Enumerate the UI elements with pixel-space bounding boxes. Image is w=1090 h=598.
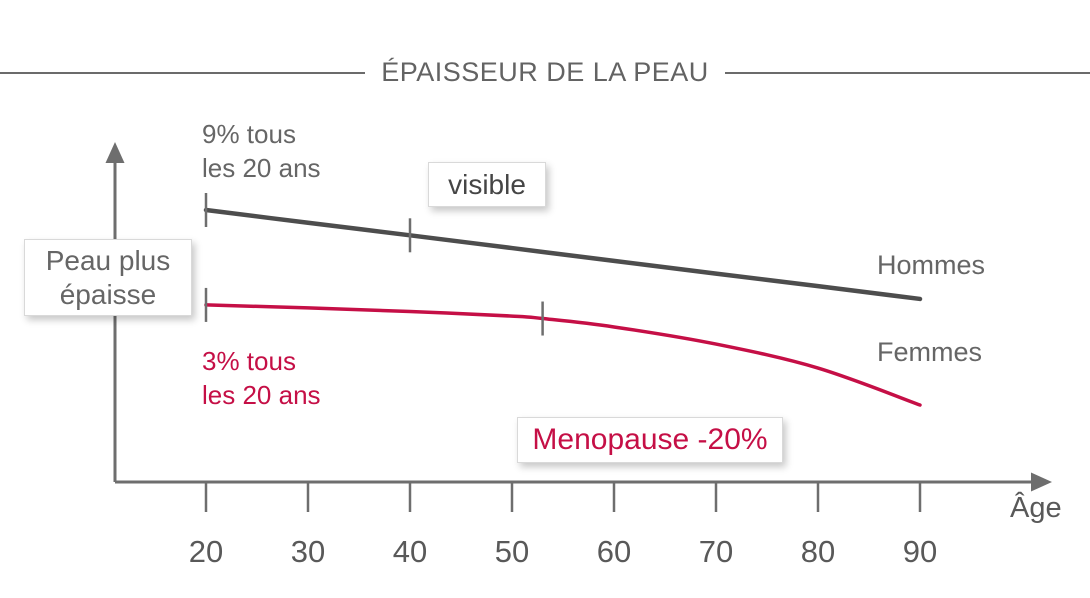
series-label-hommes: Hommes [877, 250, 986, 280]
x-tick-label: 80 [801, 534, 835, 569]
women-rate-line1: 3% tous [202, 346, 296, 376]
men-rate-line1: 9% tous [202, 119, 296, 149]
thicker-skin-callout-box: Peau plus épaisse [24, 239, 192, 316]
x-tick-label: 60 [597, 534, 631, 569]
x-axis-label: Âge [1010, 492, 1062, 524]
y-axis-arrow-icon [105, 142, 125, 163]
menopause-callout-text: Menopause -20% [532, 423, 768, 456]
chart-title: ÉPAISSEUR DE LA PEAU [381, 57, 709, 87]
x-tick-label: 50 [495, 534, 529, 569]
title-rule-right [724, 71, 1090, 74]
women-rate-line2: les 20 ans [202, 380, 321, 410]
series-line-hommes [203, 207, 923, 302]
x-axis-arrow-icon [1031, 472, 1052, 492]
visible-callout-text: visible [448, 168, 526, 200]
x-tick-label: 70 [699, 534, 733, 569]
chart-title-row: ÉPAISSEUR DE LA PEAU [0, 57, 1090, 88]
men-rate-annotation: 9% tous les 20 ans [202, 117, 321, 185]
x-tick-label: 30 [291, 534, 325, 569]
x-tick-label: 40 [393, 534, 427, 569]
men-rate-line2: les 20 ans [202, 153, 321, 183]
series-label-femmes: Femmes [877, 337, 983, 367]
menopause-callout-box: Menopause -20% [517, 417, 783, 463]
title-rule-left [0, 71, 366, 74]
x-tick-label: 90 [903, 534, 937, 569]
thicker-skin-line2: épaisse [59, 278, 157, 310]
x-tick-label: 20 [189, 534, 223, 569]
thicker-skin-line1: Peau plus [45, 244, 171, 276]
women-rate-annotation: 3% tous les 20 ans [202, 344, 321, 412]
visible-callout-box: visible [428, 162, 546, 207]
